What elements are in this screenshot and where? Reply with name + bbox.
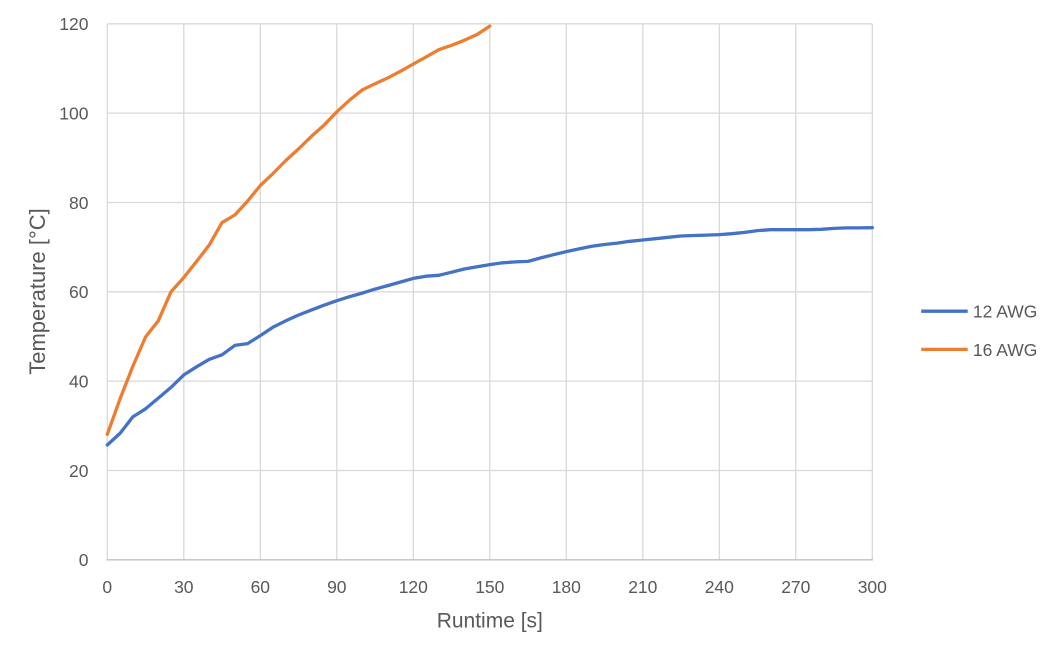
svg-text:Temperature [°C]: Temperature [°C]: [25, 208, 50, 375]
svg-text:0: 0: [102, 577, 112, 597]
svg-text:120: 120: [399, 577, 428, 597]
svg-text:60: 60: [251, 577, 271, 597]
svg-text:12 AWG: 12 AWG: [973, 302, 1038, 322]
svg-text:240: 240: [705, 577, 734, 597]
svg-text:90: 90: [327, 577, 347, 597]
svg-text:80: 80: [69, 193, 89, 213]
svg-text:Runtime [s]: Runtime [s]: [437, 610, 543, 633]
svg-text:30: 30: [174, 577, 194, 597]
svg-text:60: 60: [69, 282, 89, 302]
svg-text:300: 300: [858, 577, 887, 597]
svg-text:16 AWG: 16 AWG: [973, 340, 1038, 360]
svg-text:40: 40: [69, 372, 89, 392]
svg-text:150: 150: [475, 577, 504, 597]
svg-text:270: 270: [781, 577, 810, 597]
svg-text:180: 180: [552, 577, 581, 597]
svg-text:210: 210: [628, 577, 657, 597]
svg-text:100: 100: [59, 104, 88, 124]
svg-text:20: 20: [69, 461, 89, 481]
svg-text:120: 120: [59, 14, 88, 34]
svg-text:0: 0: [79, 550, 89, 570]
